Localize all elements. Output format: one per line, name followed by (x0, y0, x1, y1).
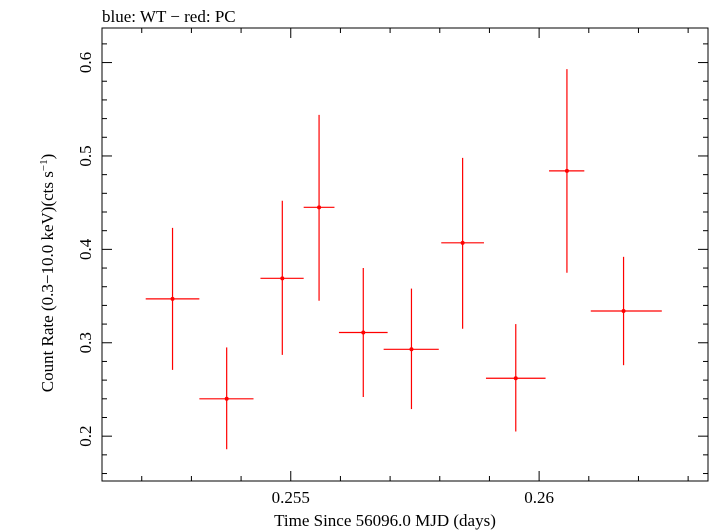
data-point (460, 240, 465, 245)
data-points (145, 69, 662, 450)
data-point (621, 309, 626, 314)
y-tick-label: 0.6 (76, 52, 95, 73)
plot-frame (101, 27, 709, 482)
axis-tick-labels: 0.255 0.26 0.2 0.3 0.4 0.5 0.6 (76, 52, 554, 507)
data-point (361, 330, 366, 335)
data-point (564, 168, 569, 173)
y-axis-label-main: Count Rate (0.3−10.0 keV)(cts s (38, 171, 57, 392)
y-axis-label-sup: −1 (38, 159, 50, 171)
data-point (280, 276, 285, 281)
y-axis-label: Count Rate (0.3−10.0 keV)(cts s−1) (38, 154, 57, 393)
data-point (513, 376, 518, 381)
y-tick-label: 0.3 (76, 332, 95, 353)
y-axis-label-close: ) (38, 154, 57, 160)
x-tick-label: 0.26 (524, 488, 554, 507)
chart-title: blue: WT − red: PC (102, 7, 236, 26)
axis-ticks (102, 28, 708, 481)
x-axis-label: Time Since 56096.0 MJD (days) (274, 511, 496, 530)
y-tick-label: 0.2 (76, 426, 95, 447)
data-point (170, 296, 175, 301)
y-tick-label: 0.5 (76, 145, 95, 166)
data-point (317, 205, 322, 210)
data-point (224, 396, 229, 401)
data-point (409, 347, 414, 352)
y-tick-label: 0.4 (76, 238, 95, 260)
x-tick-label: 0.255 (272, 488, 310, 507)
